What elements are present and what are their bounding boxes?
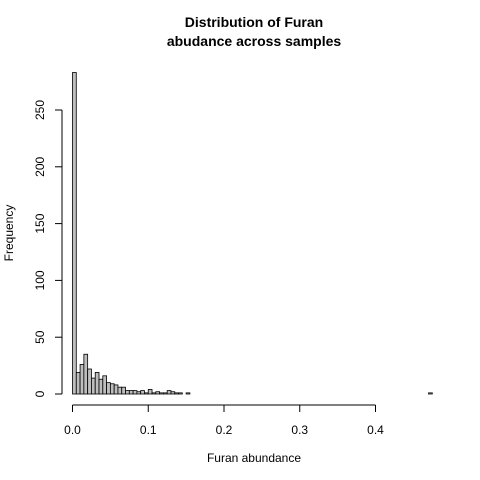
histogram-bar bbox=[136, 391, 142, 395]
histogram-bar bbox=[144, 392, 149, 395]
histogram-bar bbox=[166, 390, 172, 395]
histogram-bar bbox=[75, 372, 81, 395]
histogram-bar bbox=[125, 390, 130, 395]
histogram-bar bbox=[128, 390, 134, 395]
histogram-bar bbox=[98, 378, 104, 395]
y-axis-tick-label: 150 bbox=[33, 213, 47, 233]
histogram-bars bbox=[72, 72, 433, 395]
x-axis-tick-label: 0.3 bbox=[291, 423, 308, 437]
histogram-bar bbox=[121, 386, 126, 395]
x-axis-tick-label: 0.2 bbox=[216, 423, 233, 437]
histogram-bar bbox=[162, 392, 168, 395]
histogram-bar bbox=[185, 392, 191, 395]
histogram-bar bbox=[106, 382, 111, 395]
x-axis-tick-label: 0.4 bbox=[367, 423, 384, 437]
x-axis-label: Furan abundance bbox=[207, 451, 301, 465]
y-axis-label: Frequency bbox=[2, 205, 16, 262]
y-axis-tick-label: 250 bbox=[33, 100, 47, 120]
histogram-bar bbox=[83, 353, 89, 395]
histogram-bar bbox=[159, 392, 164, 395]
histogram-bar bbox=[170, 391, 176, 395]
histogram-bar bbox=[87, 368, 92, 395]
chart-title-line-2: abudance across samples bbox=[167, 33, 342, 49]
histogram-bar bbox=[91, 377, 96, 395]
histogram-bar bbox=[147, 389, 153, 395]
x-axis-tick-label: 0.1 bbox=[140, 423, 157, 437]
x-axis-ticks: 0.0 0.1 0.2 0.3 0.4 bbox=[64, 405, 384, 437]
histogram-bar bbox=[174, 392, 179, 395]
histogram-bar bbox=[109, 383, 115, 395]
histogram-bar bbox=[132, 390, 138, 395]
histogram-bar bbox=[102, 375, 107, 395]
histogram-bar bbox=[140, 390, 145, 395]
histogram-bar bbox=[79, 364, 85, 395]
y-axis-tick-label: 50 bbox=[33, 330, 47, 344]
histogram-bar bbox=[178, 392, 183, 395]
histogram-bar bbox=[155, 391, 161, 395]
histogram-bar bbox=[94, 372, 100, 395]
y-axis-tick-label: 100 bbox=[33, 270, 47, 290]
histogram-bar bbox=[72, 72, 77, 395]
histogram-bar bbox=[151, 392, 157, 395]
histogram-bar bbox=[117, 386, 123, 395]
chart-title-line-1: Distribution of Furan bbox=[185, 14, 323, 30]
y-axis-tick-label: 0 bbox=[33, 390, 47, 397]
y-axis-ticks: 0 50 100 150 200 250 bbox=[33, 100, 62, 397]
histogram-bar bbox=[113, 384, 119, 395]
y-axis-tick-label: 200 bbox=[33, 156, 47, 176]
x-axis-tick-label: 0.0 bbox=[64, 423, 81, 437]
histogram-bar bbox=[428, 392, 433, 395]
